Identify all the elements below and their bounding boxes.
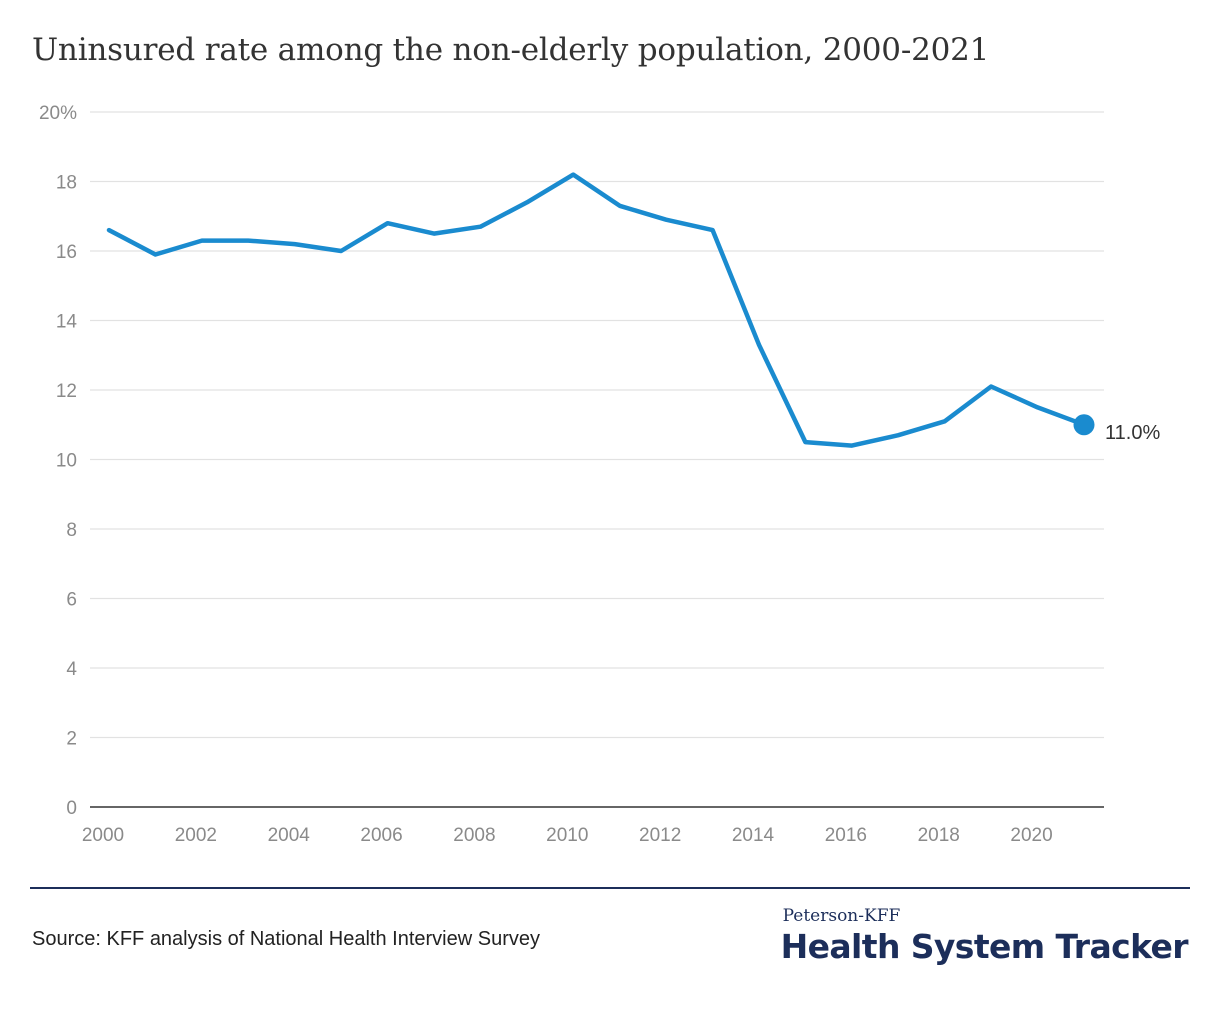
y-tick-label: 6 [66, 590, 77, 611]
end-point-marker [1073, 414, 1095, 436]
x-tick-label: 2014 [732, 825, 775, 846]
x-tick-label: 2008 [453, 825, 495, 846]
x-axis-ticks: 2000 2002 2004 2006 2008 2010 2012 2014 2016 2018… [82, 825, 1053, 846]
x-tick-label: 2006 [360, 825, 402, 846]
y-tick-label: 8 [66, 520, 77, 541]
chart-title: Uninsured rate among the non-elderly pop… [32, 32, 990, 68]
y-tick-label: 0 [66, 798, 77, 819]
y-tick-label: 14 [56, 312, 78, 333]
x-tick-label: 2012 [639, 825, 681, 846]
y-tick-label: 12 [56, 381, 77, 402]
x-tick-label: 2000 [82, 825, 124, 846]
y-tick-label: 20% [39, 103, 77, 124]
y-tick-label: 2 [66, 729, 77, 750]
x-tick-label: 2016 [825, 825, 867, 846]
brand-logo[interactable]: Peterson-KFF Health System Tracker [780, 905, 1189, 967]
y-tick-label: 18 [56, 173, 77, 194]
y-axis-ticks: 0 2 4 6 8 10 12 14 16 18 20% [39, 103, 77, 819]
annotation-group: 11.0% [1073, 414, 1160, 444]
end-point-label: 11.0% [1105, 422, 1160, 444]
brand-subtitle: Peterson-KFF [782, 906, 901, 926]
y-tick-label: 4 [66, 659, 77, 680]
series-group [106, 172, 1087, 448]
series-line [106, 172, 1087, 448]
x-tick-label: 2002 [175, 825, 217, 846]
grid-lines [90, 111, 1104, 739]
brand-title: Health System Tracker [780, 927, 1189, 966]
y-tick-label: 10 [56, 451, 77, 472]
x-tick-label: 2020 [1010, 825, 1052, 846]
y-tick-label: 16 [56, 242, 77, 263]
footer-divider [30, 887, 1190, 889]
source-note: Source: KFF analysis of National Health … [32, 928, 540, 950]
x-tick-label: 2004 [268, 825, 311, 846]
x-tick-label: 2010 [546, 825, 588, 846]
x-tick-label: 2018 [918, 825, 960, 846]
